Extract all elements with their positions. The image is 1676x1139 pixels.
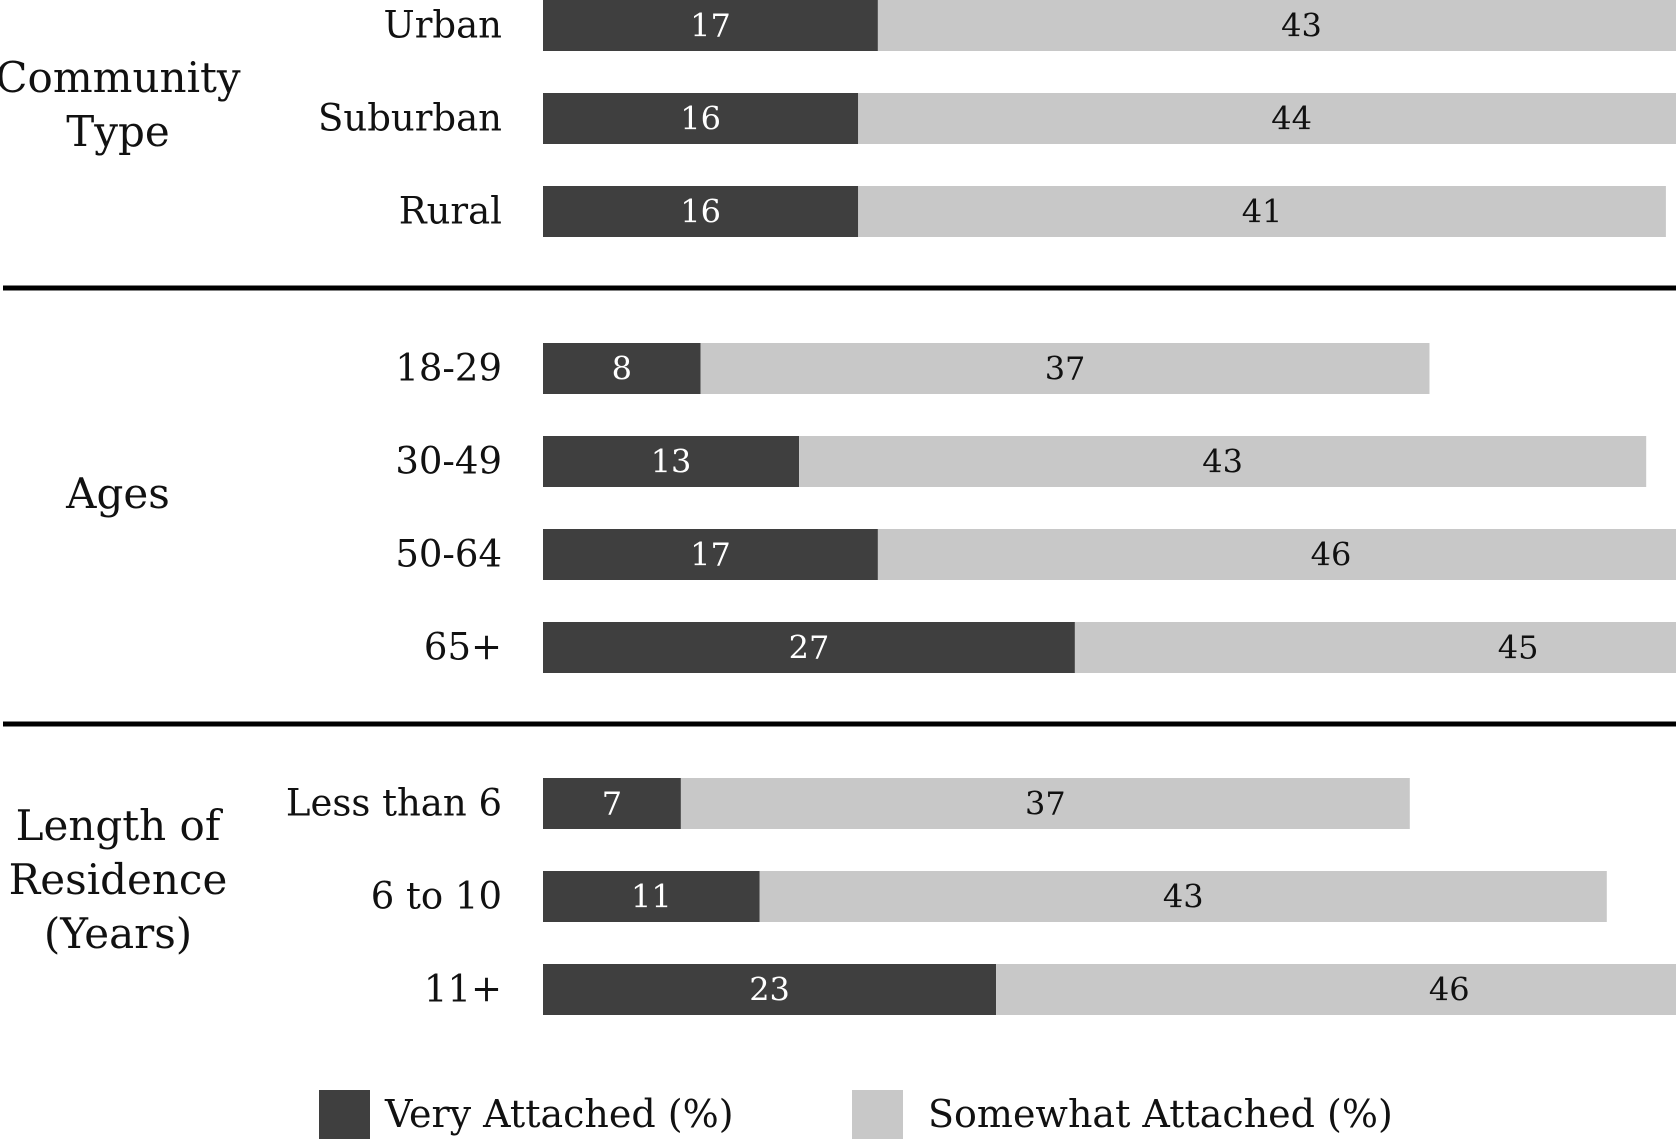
data-label-somewhat: 41	[1242, 193, 1283, 231]
category-label: 11+	[424, 968, 502, 1011]
legend-label-very: Very Attached (%)	[384, 1092, 734, 1136]
data-label-very: 8	[612, 350, 632, 388]
data-label-somewhat: 43	[1163, 878, 1204, 916]
group-label: Type	[66, 107, 169, 156]
bar-somewhat-attached	[858, 93, 1676, 144]
group-separator	[3, 721, 1676, 727]
bar-very-attached	[543, 186, 859, 237]
data-label-somewhat: 46	[1311, 536, 1352, 574]
data-label-very: 7	[602, 785, 622, 823]
category-label: Suburban	[318, 97, 502, 140]
data-label-somewhat: 37	[1045, 350, 1086, 388]
group-label: Length of	[16, 801, 224, 850]
data-label-very: 23	[749, 971, 790, 1009]
data-label-somewhat: 43	[1202, 443, 1243, 481]
data-label-very: 16	[680, 100, 721, 138]
bar-somewhat-attached	[759, 871, 1607, 922]
bar-very-attached	[543, 529, 878, 580]
data-label-very: 27	[789, 629, 830, 667]
data-label-somewhat: 44	[1271, 100, 1312, 138]
bar-somewhat-attached	[877, 0, 1676, 51]
category-label: 50-64	[395, 533, 502, 576]
group-label: (Years)	[44, 909, 192, 958]
legend-swatch-somewhat	[852, 1090, 903, 1139]
data-label-very: 17	[690, 536, 731, 574]
group-label: Ages	[65, 469, 170, 518]
data-label-very: 16	[680, 193, 721, 231]
bar-very-attached	[543, 871, 760, 922]
category-label: Less than 6	[286, 782, 502, 825]
group-label: Community	[0, 53, 241, 102]
data-label-somewhat: 37	[1025, 785, 1066, 823]
group-separator	[3, 285, 1676, 291]
category-label: 18-29	[395, 347, 502, 390]
bar-somewhat-attached	[996, 964, 1676, 1015]
data-label-somewhat: 45	[1498, 629, 1539, 667]
category-label: 6 to 10	[371, 875, 502, 918]
category-label: Urban	[384, 4, 502, 47]
group-label: Residence	[9, 855, 228, 904]
legend-label-somewhat: Somewhat Attached (%)	[928, 1092, 1393, 1136]
data-label-very: 17	[690, 7, 731, 45]
data-label-very: 11	[631, 878, 672, 916]
bar-very-attached	[543, 778, 681, 829]
bar-somewhat-attached	[858, 186, 1666, 237]
bar-somewhat-attached	[700, 343, 1430, 394]
category-label: 65+	[424, 626, 502, 669]
bar-very-attached	[543, 343, 701, 394]
category-label: 30-49	[395, 440, 502, 483]
bar-very-attached	[543, 0, 878, 51]
legend-swatch-very	[319, 1090, 370, 1139]
bar-very-attached	[543, 93, 859, 144]
bar-very-attached	[543, 622, 1075, 673]
bar-somewhat-attached	[799, 436, 1647, 487]
category-label: Rural	[399, 190, 502, 233]
data-label-somewhat: 43	[1281, 7, 1322, 45]
data-label-somewhat: 46	[1429, 971, 1470, 1009]
bar-very-attached	[543, 964, 997, 1015]
bar-very-attached	[543, 436, 800, 487]
bar-somewhat-attached	[680, 778, 1410, 829]
bar-somewhat-attached	[1074, 622, 1676, 673]
data-label-very: 13	[651, 443, 692, 481]
bar-somewhat-attached	[877, 529, 1676, 580]
